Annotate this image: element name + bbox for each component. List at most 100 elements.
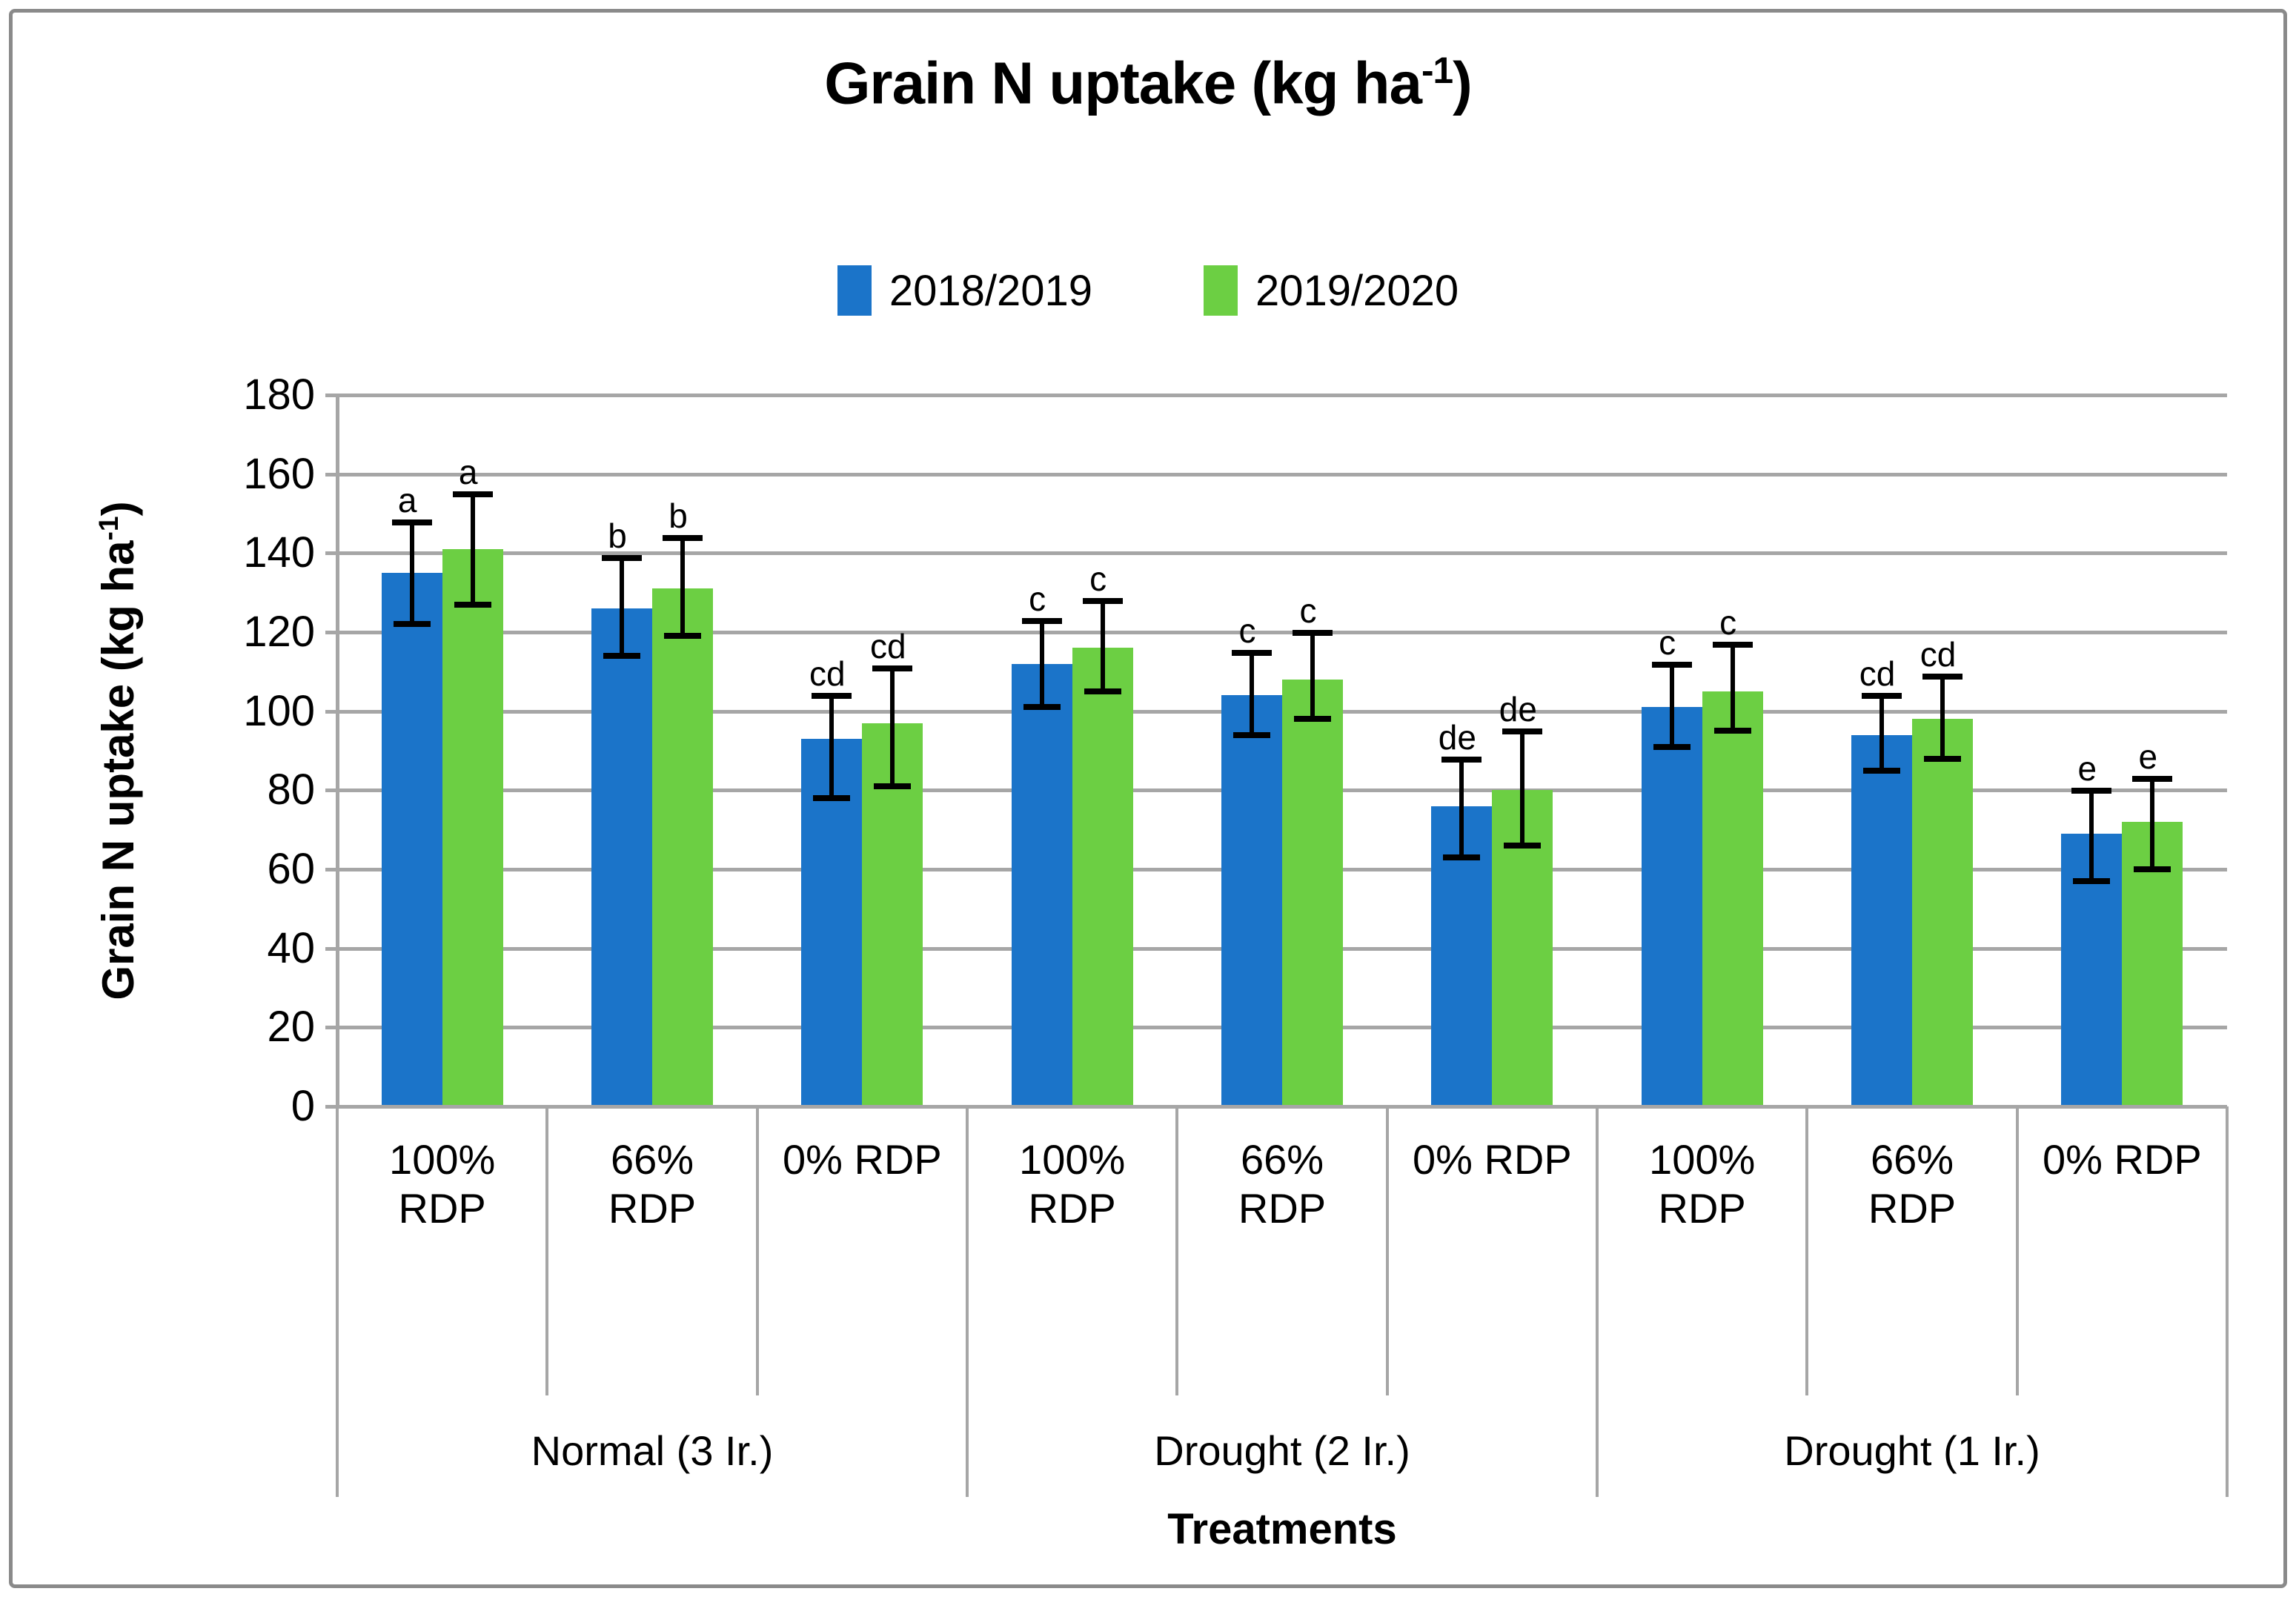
error-bar-cap-bottom — [813, 795, 851, 801]
error-bar — [2089, 790, 2094, 881]
error-bar-cap-bottom — [1713, 728, 1751, 734]
error-bar-cap-top — [1502, 728, 1543, 735]
category-separator — [755, 1106, 759, 1395]
category-label-line: 66% — [610, 1136, 694, 1183]
category-label-line: RDP — [1028, 1185, 1116, 1232]
error-bar-cap-top — [2071, 788, 2112, 794]
category-label: 100% RDP — [1597, 1135, 1807, 1233]
error-bar-cap-top — [1082, 598, 1123, 605]
y-axis-line — [336, 395, 339, 1106]
error-bar-cap-top — [1021, 618, 1062, 624]
chart-title-text: Grain N uptake (kg ha — [824, 50, 1422, 116]
group-separator — [1596, 1106, 1599, 1497]
significance-letter: c — [1238, 611, 1256, 650]
category-label-line: 100% — [1649, 1136, 1756, 1183]
y-axis-title-text: Grain N uptake (kg ha — [93, 540, 143, 1000]
y-tick-label: 180 — [243, 371, 315, 419]
category-label: 100% RDP — [967, 1135, 1177, 1233]
error-bar-cap-top — [1712, 642, 1753, 648]
error-bar-cap-top — [1293, 630, 1333, 636]
legend: 2018/2019 2019/2020 — [0, 255, 2296, 326]
category-label-line: RDP — [1238, 1185, 1327, 1232]
category-label: 0% RDP — [757, 1135, 967, 1184]
bar — [1851, 734, 1912, 1106]
y-tick-label: 20 — [267, 1003, 315, 1052]
error-bar — [680, 537, 685, 637]
category-label-line: RDP — [1658, 1185, 1746, 1232]
category-separator — [545, 1106, 549, 1395]
category-separator — [1385, 1106, 1389, 1395]
error-bar-cap-bottom — [2073, 878, 2111, 884]
bar — [442, 549, 503, 1106]
category-separator — [1805, 1106, 1809, 1395]
significance-letter: de — [1438, 717, 1476, 757]
group-separator — [2226, 1106, 2229, 1497]
significance-letter: cd — [809, 654, 846, 694]
y-tick-label: 0 — [291, 1082, 315, 1130]
significance-letter: c — [1659, 622, 1676, 662]
y-tick — [325, 394, 337, 397]
error-bar-cap-top — [1651, 661, 1692, 668]
y-tick — [325, 631, 337, 634]
y-tick — [325, 1105, 337, 1109]
y-tick-label: 140 — [243, 528, 315, 577]
y-tick — [325, 946, 337, 951]
group-label: Drought (1 Ir.) — [1784, 1427, 2040, 1474]
bar — [1221, 695, 1282, 1106]
error-bar — [1879, 695, 1884, 771]
error-bar-cap-top — [2132, 776, 2173, 783]
gridline — [337, 551, 2227, 556]
y-axis-title-suffix: ) — [93, 501, 143, 517]
category-label-line: 0% RDP — [2042, 1136, 2202, 1183]
y-tick-label: 80 — [267, 766, 315, 814]
error-bar — [829, 695, 835, 798]
y-tick-label: 40 — [267, 923, 315, 972]
error-bar — [1100, 600, 1105, 691]
y-tick-label: 60 — [267, 845, 315, 893]
y-tick — [325, 472, 337, 477]
category-label: 0% RDP — [1387, 1135, 1597, 1184]
bar — [381, 573, 442, 1106]
legend-item-2018-2019: 2018/2019 — [837, 265, 1092, 316]
error-bar-cap-bottom — [1233, 731, 1270, 738]
error-bar — [1310, 632, 1315, 720]
error-bar-cap-bottom — [1294, 716, 1331, 723]
significance-letter: cd — [1859, 654, 1896, 694]
category-label-line: RDP — [398, 1185, 486, 1232]
error-bar — [1669, 663, 1674, 747]
significance-letter: a — [397, 480, 417, 519]
category-label: 0% RDP — [2017, 1135, 2227, 1184]
chart-title-superscript: -1 — [1421, 50, 1453, 91]
significance-letter: a — [458, 453, 478, 492]
error-bar — [1459, 758, 1464, 857]
y-tick-label: 120 — [243, 608, 315, 656]
category-label-line: 66% — [1240, 1136, 1324, 1183]
gridline — [337, 631, 2227, 634]
group-label: Drought (2 Ir.) — [1154, 1427, 1410, 1474]
significance-letter: c — [1029, 580, 1046, 618]
significance-letter: e — [2077, 749, 2097, 788]
category-separator — [1175, 1106, 1179, 1395]
chart-title-suffix: ) — [1453, 50, 1473, 116]
error-bar-cap-top — [1862, 693, 1902, 700]
gridline — [337, 394, 2227, 397]
significance-letter: b — [608, 516, 627, 555]
y-tick — [325, 868, 337, 871]
y-tick-label: 160 — [243, 449, 315, 498]
legend-item-2019-2020: 2019/2020 — [1204, 265, 1459, 316]
category-label-line: 66% — [1870, 1136, 1954, 1183]
category-label-line: RDP — [608, 1185, 697, 1232]
y-tick — [325, 788, 337, 793]
chart-border — [9, 9, 2287, 1588]
bar — [652, 588, 713, 1106]
category-label: 66% RDP — [1807, 1135, 2017, 1233]
error-bar-cap-top — [872, 665, 913, 671]
category-label-line: 0% RDP — [1412, 1136, 1572, 1183]
chart-title: Grain N uptake (kg ha-1) — [0, 49, 2296, 118]
y-tick — [325, 1026, 337, 1030]
error-bar-cap-bottom — [1863, 767, 1900, 774]
x-axis-line — [337, 1105, 2227, 1109]
category-label-line: 100% — [389, 1136, 496, 1183]
significance-letter: cd — [870, 627, 906, 665]
